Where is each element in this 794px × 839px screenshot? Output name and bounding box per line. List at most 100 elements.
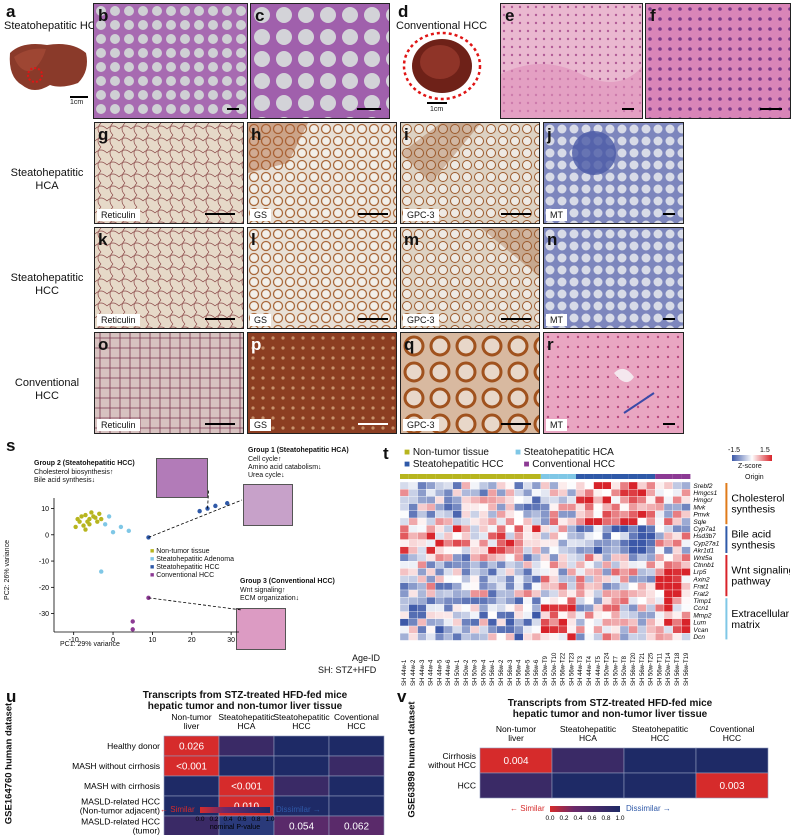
heatmap-cell [549, 525, 559, 533]
heatmap-cell [637, 546, 647, 555]
heatmap-cell [505, 525, 515, 533]
heatmap-cell [584, 597, 594, 605]
sample-label: SH 50w-T25 [649, 652, 655, 686]
pca-point [205, 506, 210, 511]
heatmap-cell [487, 496, 497, 504]
heatmap-cell [584, 532, 594, 540]
heatmap-cell [408, 611, 418, 619]
heatmap-cell [461, 633, 471, 641]
heatmap-cell [496, 517, 506, 526]
heatmap-cell [602, 496, 612, 504]
heatmap-cell [417, 510, 427, 519]
heatmap-cell [443, 575, 453, 583]
heatmap-cell [531, 582, 541, 591]
heatmap-cell [558, 553, 568, 562]
heatmap-cell [435, 597, 445, 605]
legend-item: ■ Conventional HCC [523, 459, 616, 470]
panel-label-f: f [650, 6, 656, 25]
heatmap-cell [646, 618, 656, 627]
heatmap-cell [584, 561, 594, 569]
heatmap-cell [417, 561, 427, 569]
heatmap-cell [655, 517, 665, 526]
matrix-col-label: liver [184, 721, 200, 731]
matrix-cell [328, 795, 385, 817]
heatmap-cell [496, 546, 506, 555]
gene-label: Cyp27a1 [693, 540, 719, 547]
heatmap-cell [461, 625, 471, 634]
panel-label-d: d [398, 2, 409, 21]
heatmap-cell [611, 618, 621, 627]
heatmap-cell [505, 503, 515, 511]
heatmap-cell [540, 568, 550, 576]
heatmap-cell [505, 618, 515, 627]
heatmap-cell [400, 618, 409, 627]
group-label: Cholesterol [731, 493, 784, 505]
heatmap-cell [619, 597, 629, 605]
heatmap-cell [663, 625, 673, 634]
heatmap-cell [461, 611, 471, 619]
heatmap-cell [637, 618, 647, 627]
matrix-cell [551, 747, 625, 774]
heatmap-cell [443, 525, 453, 533]
heatmap-cell [417, 553, 427, 562]
pvalue-colorbar [550, 806, 620, 812]
heatmap-cell [400, 625, 409, 634]
heatmap-cell [461, 589, 471, 598]
heatmap-cell [435, 553, 445, 562]
heatmap-cell [470, 625, 480, 634]
heatmap-cell [655, 546, 665, 555]
heatmap-cell [417, 575, 427, 583]
s-group2-title: Group 2 (Steatohepatitic HCC) [34, 460, 135, 467]
pca-point [93, 515, 98, 520]
heatmap-cell [646, 625, 656, 634]
heatmap-cell [452, 553, 462, 562]
heatmap-cell [496, 532, 506, 540]
sample-label: SH 50w-T8 [622, 655, 628, 686]
heatmap-cell [435, 481, 445, 490]
u-title: Transcripts from STZ-treated HFD-fed mic… [142, 690, 348, 712]
heatmap-cell [567, 611, 577, 619]
heatmap-cell [637, 503, 647, 511]
sample-label: SH 56w-T11 [657, 652, 663, 686]
origin-cell [488, 474, 497, 479]
origin-cell [602, 474, 612, 479]
heatmap-cell [655, 481, 665, 490]
heatmap-cell [479, 589, 489, 598]
heatmap-cell [400, 546, 409, 555]
heatmap-cell [540, 481, 550, 490]
heatmap-cell [672, 525, 682, 533]
heatmap-cell [602, 553, 612, 562]
heatmap-cell [540, 553, 550, 562]
heatmap-cell [619, 481, 629, 490]
sample-label: SH 56w-T18 [675, 652, 681, 686]
heatmap-cell [487, 539, 497, 547]
scale-bar [501, 213, 531, 215]
heatmap-cell [426, 625, 436, 634]
heatmap-cell [593, 510, 603, 519]
heatmap-cell [558, 604, 568, 612]
panel-label-e: e [505, 6, 515, 25]
heatmap-cell [646, 481, 656, 490]
heatmap-cell [443, 568, 453, 576]
heatmap-cell [655, 496, 665, 504]
gene-label: Ctnnb1 [693, 562, 714, 569]
heatmap-cell [655, 633, 665, 641]
matrix-col-label: HCC [651, 733, 669, 743]
matrix-row-label: MASLD-related HCC [81, 817, 160, 827]
heatmap-cell [400, 597, 409, 605]
heatmap-cell [628, 546, 638, 555]
heatmap-cell [549, 517, 559, 526]
heatmap-cell [452, 539, 462, 547]
heatmap-cell [593, 625, 603, 634]
heatmap-cell [540, 532, 550, 540]
zscore-min: -1.5 [728, 447, 741, 454]
origin-cell [400, 474, 409, 479]
s-thumb-group1 [243, 484, 293, 526]
heatmap-cell [584, 503, 594, 511]
origin-cell [540, 474, 550, 479]
row-label-1: Steatohepatitic HCA [10, 167, 84, 192]
heatmap-cell [435, 575, 445, 583]
heatmap-cell [443, 539, 453, 547]
matrix-cell [551, 772, 625, 799]
panel-label-u: u [6, 687, 17, 706]
